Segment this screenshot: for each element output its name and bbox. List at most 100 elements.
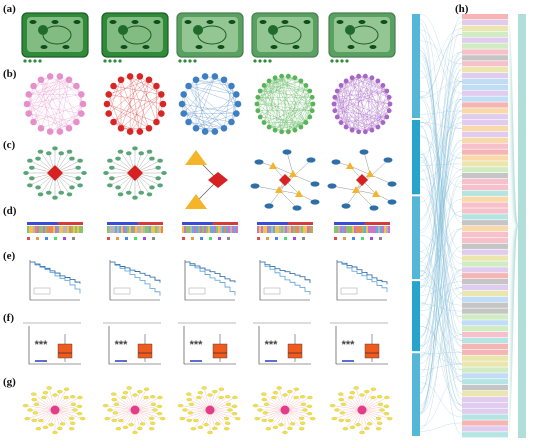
star-node [261,418,267,423]
network-node [78,110,85,117]
target-node [35,185,41,190]
network-edge [386,90,390,111]
gene-node [341,203,351,209]
network-edge [337,116,359,132]
network-node [228,82,235,90]
group-bar [334,222,390,225]
gene-node [387,181,397,187]
heatmap-cell [49,226,51,233]
sankey-link [419,110,463,338]
legend-dot [113,59,117,63]
network-edge [231,94,237,123]
network-edge [183,94,206,132]
legend-swatch [191,237,194,240]
middle-node [462,243,508,249]
axes [29,260,80,301]
circular-network-3 [178,73,242,135]
legend-swatch [218,237,221,240]
heatmap-cell [222,226,224,233]
normal-box [342,360,354,362]
network-edge [188,79,225,87]
axes [258,326,311,365]
heatmap-cell [47,226,49,233]
network-node [384,114,390,120]
network-edge [337,80,347,118]
sankey-link [507,175,519,227]
sankey-link [419,334,463,378]
network-edge [106,103,150,129]
heatmap-cell [283,226,285,233]
heatmap-cell [184,226,186,233]
heatmap-cell [39,226,41,233]
star-node [310,417,316,421]
survival-plot-5 [336,260,388,301]
chloroplast [131,20,139,24]
sankey-link [419,287,463,312]
network-node [369,75,375,81]
legend-dot [345,59,349,63]
star-node [52,393,58,397]
network-edge [106,76,140,105]
group-bar [27,222,83,225]
target-node [155,165,161,170]
target-node [37,192,44,197]
network-edge [113,85,162,95]
network-node [185,118,192,126]
network-edge [263,85,314,105]
middle-node [462,19,508,26]
target-node [117,149,124,154]
sankey-link [419,125,463,371]
cell-diagram-3 [176,12,244,63]
target-node [35,156,41,161]
network-edge [371,77,390,98]
star-node [383,412,390,416]
star-node [339,411,346,415]
heatmap-cell [151,226,153,233]
star-node [263,402,270,406]
cell-diagram-1 [21,12,89,63]
gene-node [282,149,292,155]
triangle-network [185,150,228,209]
chloroplast [380,20,388,24]
network-node [292,127,298,133]
star-node [345,419,351,423]
network-edge [281,76,307,86]
heatmap-cell [139,226,141,233]
panel-label-g: (g) [3,376,16,388]
network-edge [120,94,162,129]
cell-diagram-2 [101,12,169,63]
network-edge [281,85,307,132]
network-node [79,100,87,108]
network-node [65,124,73,132]
star-node [57,426,63,430]
star-node [186,392,192,396]
target-node [58,151,65,156]
middle-node [462,337,508,344]
heatmap-cell [55,226,57,233]
network-edge [352,77,387,92]
target-node [138,190,145,195]
network-node [56,128,64,135]
heatmap-cell [157,226,159,233]
legend-swatch [370,237,373,240]
network-node [380,83,386,88]
sankey-link [419,19,463,223]
network-edge [28,113,70,129]
network-edge [337,80,379,118]
chloroplast [109,20,117,24]
legend-dot [340,59,344,63]
star-node [387,417,393,421]
network-edge [181,103,237,114]
panel-label-b: (b) [3,68,17,80]
star-node [278,423,284,427]
network-edge [68,103,84,129]
significance-mark: *** [190,339,204,351]
star-node [377,402,384,406]
heatmap-cell [33,226,35,233]
star-edge [180,405,211,411]
target-node [103,171,109,175]
middle-node [462,43,508,49]
heatmap-cell [63,226,65,233]
middle-node [462,290,508,297]
middle-node [462,14,508,20]
